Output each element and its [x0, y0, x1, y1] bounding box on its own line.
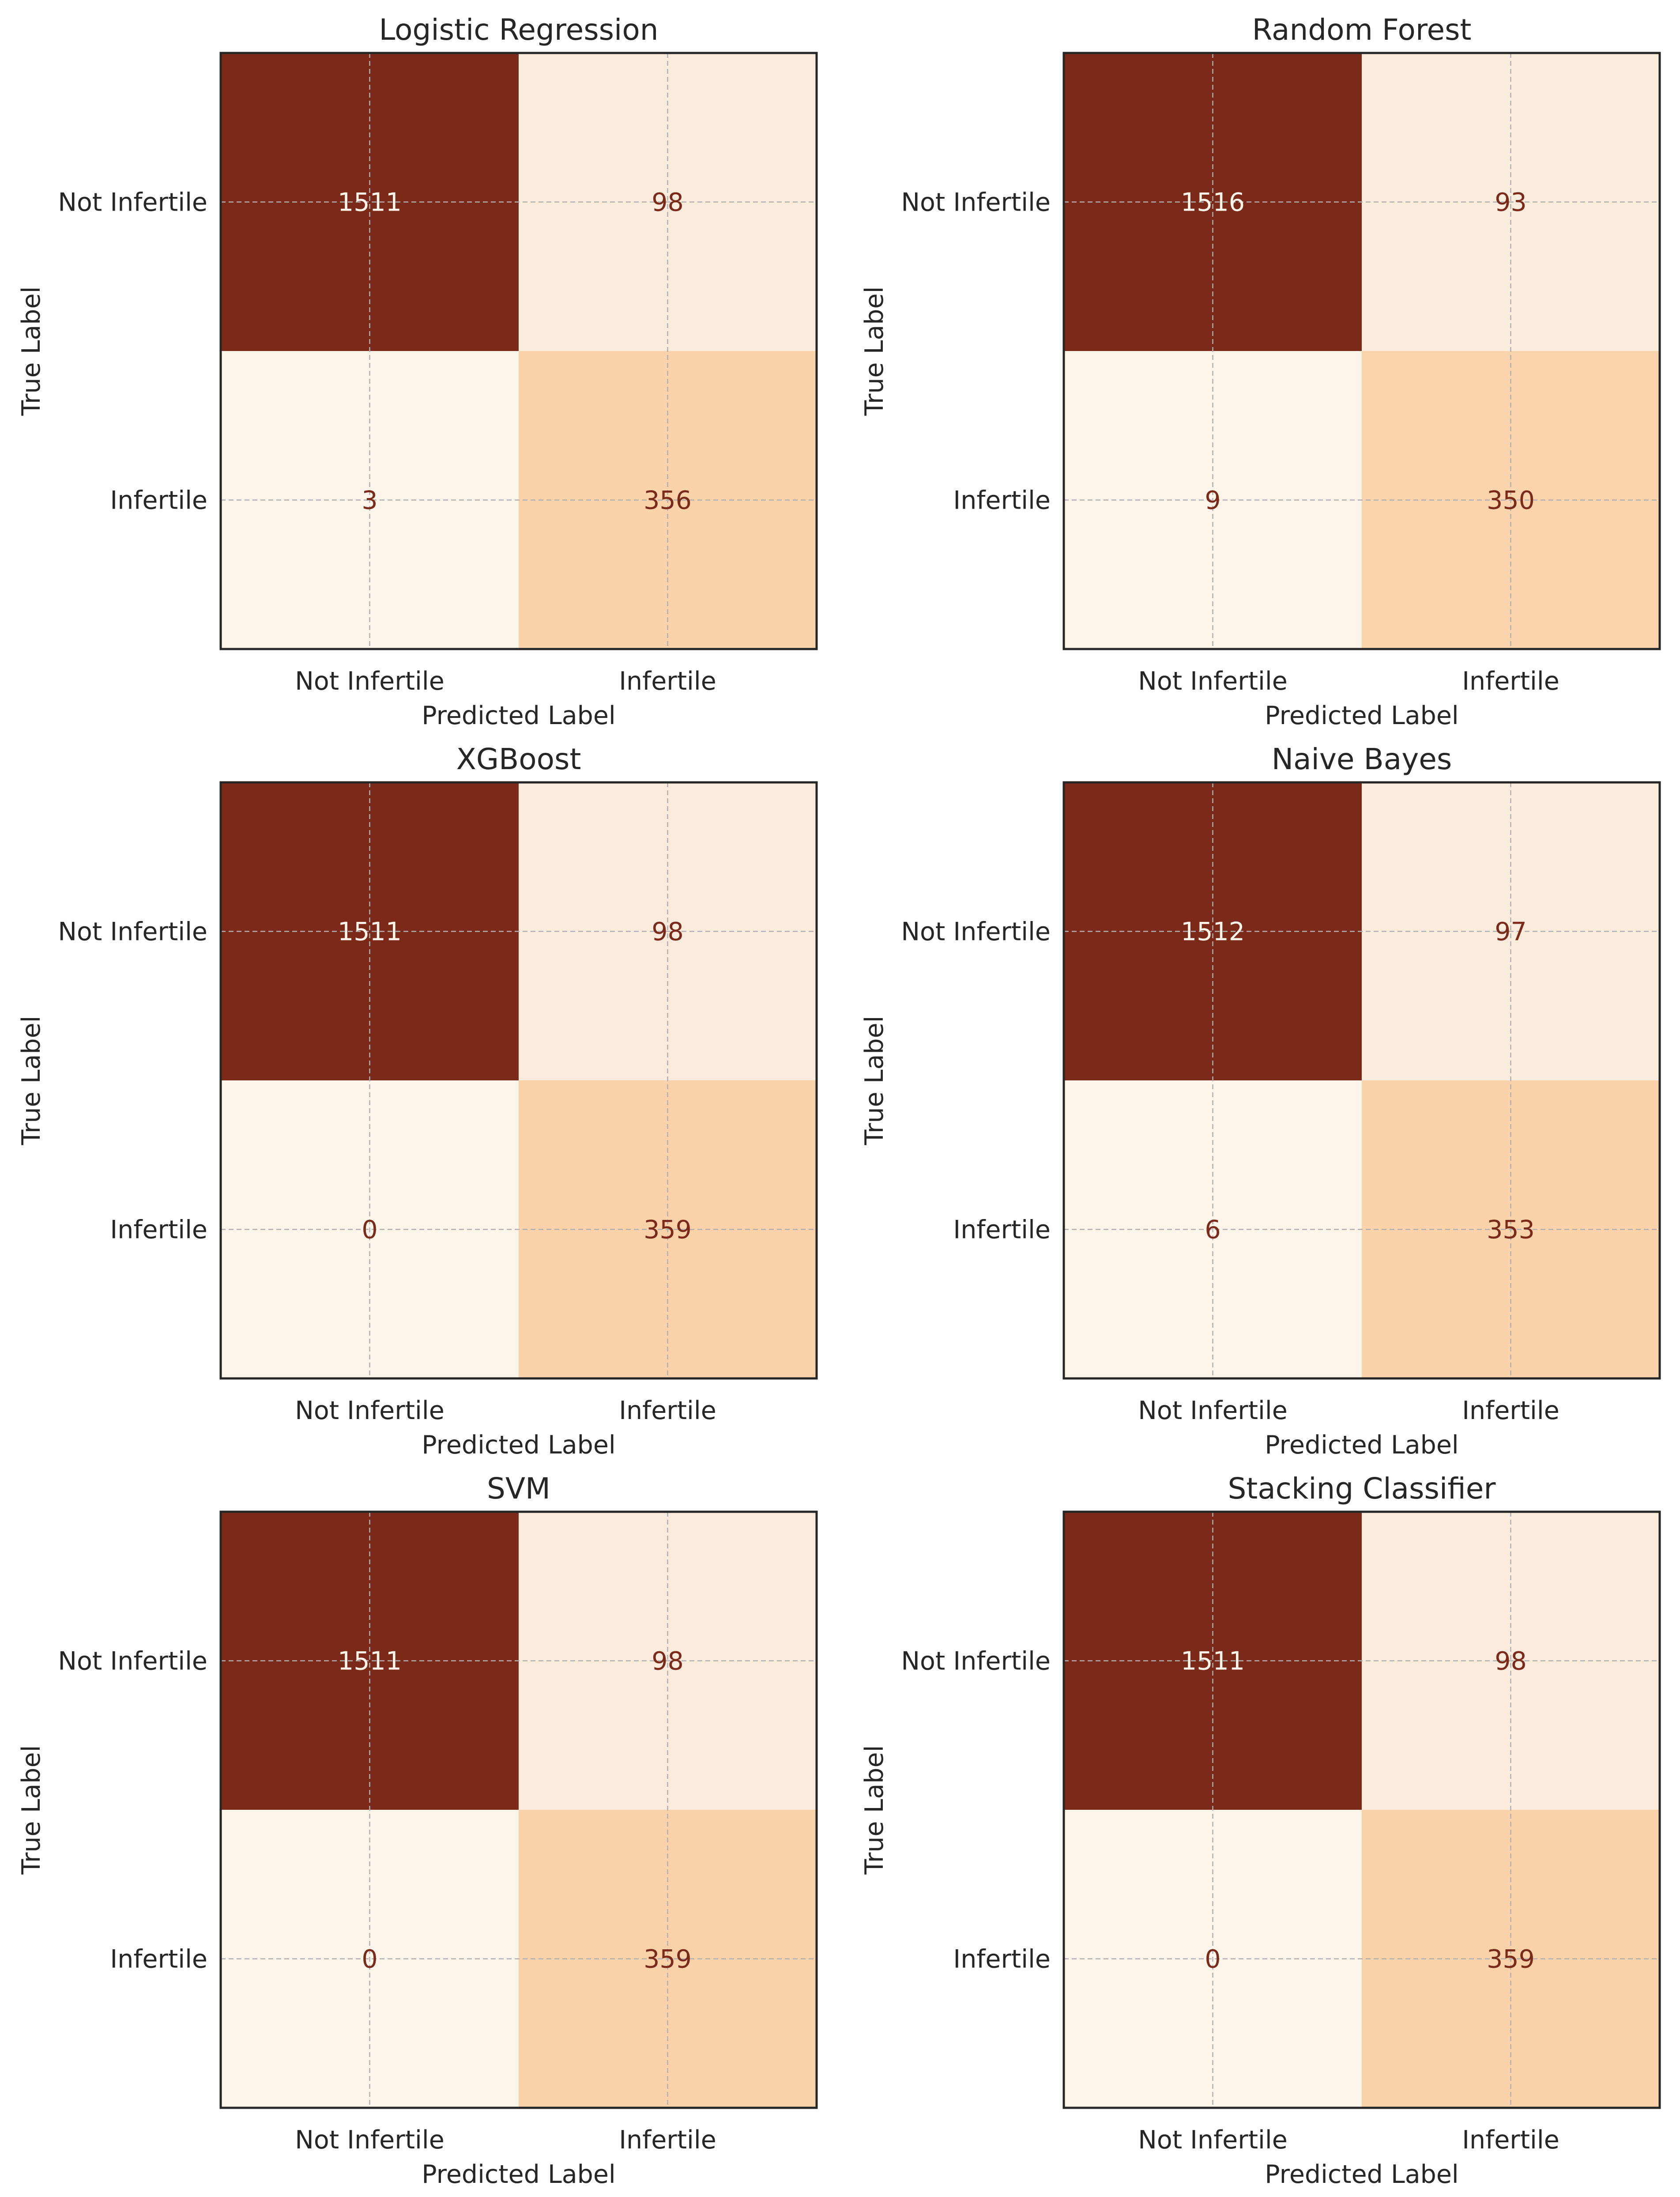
- cell-value-label: 97: [1495, 917, 1527, 947]
- x-tick-label: Infertile: [619, 1396, 716, 1425]
- x-axis-label: Predicted Label: [422, 2160, 615, 2189]
- cell-value-label: 0: [362, 1216, 377, 1245]
- x-tick-label: Not Infertile: [1138, 1396, 1288, 1425]
- y-tick-label: Infertile: [953, 486, 1051, 515]
- chart-title: Naive Bayes: [1272, 742, 1452, 776]
- y-tick-label: Not Infertile: [901, 917, 1051, 947]
- cell-value-label: 1516: [1181, 188, 1245, 217]
- chart-title: Random Forest: [1252, 13, 1472, 47]
- cell-value-label: 98: [652, 917, 684, 947]
- x-axis-label: Predicted Label: [1265, 1431, 1458, 1460]
- confusion-matrix-panel: 1512 97 6 353 Naive Bayes Not Infertile Infert…: [860, 742, 1661, 1460]
- cell-value-label: 98: [652, 1647, 684, 1676]
- cell-value-label: 1511: [338, 917, 402, 947]
- y-axis-label: True Label: [860, 1745, 889, 1875]
- plot-frame: [1062, 1510, 1661, 2109]
- cell-value-label: 359: [644, 1945, 692, 1974]
- y-tick-label: Not Infertile: [58, 188, 207, 217]
- x-axis-label: Predicted Label: [422, 1431, 615, 1460]
- x-tick-label: Not Infertile: [1138, 667, 1288, 696]
- y-tick-label: Infertile: [110, 486, 207, 515]
- plot-frame: [219, 52, 818, 650]
- chart-title: Logistic Regression: [379, 13, 658, 47]
- cell-value-label: 0: [362, 1945, 377, 1974]
- y-tick-label: Not Infertile: [58, 1647, 207, 1676]
- cell-value-label: 0: [1205, 1945, 1220, 1974]
- x-axis-label: Predicted Label: [422, 701, 615, 730]
- plot-frame: [219, 781, 818, 1380]
- cell-value-label: 93: [1495, 188, 1527, 217]
- cell-value-label: 6: [1205, 1216, 1220, 1245]
- y-axis-label: True Label: [17, 1016, 46, 1146]
- y-tick-label: Not Infertile: [901, 188, 1051, 217]
- chart-title: XGBoost: [456, 742, 581, 776]
- chart-title: Stacking Classifier: [1228, 1472, 1496, 1506]
- cell-value-label: 1511: [338, 188, 402, 217]
- x-tick-label: Infertile: [1462, 667, 1559, 696]
- y-axis-label: True Label: [17, 1745, 46, 1875]
- cell-value-label: 359: [1487, 1945, 1535, 1974]
- cell-value-label: 9: [1205, 486, 1220, 515]
- y-tick-label: Infertile: [953, 1216, 1051, 1245]
- cell-value-label: 98: [1495, 1647, 1527, 1676]
- plot-frame: [219, 1510, 818, 2109]
- x-tick-label: Infertile: [1462, 2125, 1559, 2155]
- x-tick-label: Not Infertile: [295, 1396, 444, 1425]
- cell-value-label: 350: [1487, 486, 1535, 515]
- confusion-matrix-panel: 1511 98 0 359 Stacking Classifier Not Inferti…: [860, 1472, 1661, 2189]
- cell-value-label: 1511: [338, 1647, 402, 1676]
- cell-value-label: 356: [644, 486, 692, 515]
- y-axis-label: True Label: [860, 287, 889, 416]
- plot-frame: [1062, 781, 1661, 1380]
- cell-value-label: 353: [1487, 1216, 1535, 1245]
- x-tick-label: Infertile: [619, 2125, 716, 2155]
- y-tick-label: Infertile: [110, 1216, 207, 1245]
- confusion-matrix-panel: 1516 93 9 350 Random Forest Not Infertile Infe…: [860, 13, 1661, 730]
- x-tick-label: Infertile: [1462, 1396, 1559, 1425]
- y-tick-label: Not Infertile: [58, 917, 207, 947]
- chart-title: SVM: [487, 1472, 550, 1506]
- y-tick-label: Infertile: [110, 1945, 207, 1974]
- x-tick-label: Not Infertile: [1138, 2125, 1288, 2155]
- plot-frame: [1062, 52, 1661, 650]
- x-axis-label: Predicted Label: [1265, 2160, 1458, 2189]
- cell-value-label: 98: [652, 188, 684, 217]
- x-axis-label: Predicted Label: [1265, 701, 1458, 730]
- x-tick-label: Not Infertile: [295, 2125, 444, 2155]
- confusion-matrix-panel: 1511 98 3 356 Logistic Regression Not Inferti…: [17, 13, 818, 730]
- cell-value-label: 359: [644, 1216, 692, 1245]
- y-axis-label: True Label: [17, 287, 46, 416]
- confusion-matrix-panel: 1511 98 0 359 XGBoost Not Infertile Infertile N…: [17, 742, 818, 1460]
- confusion-matrix-panel: 1511 98 0 359 SVM Not Infertile Infertile Not I…: [17, 1472, 818, 2189]
- cell-value-label: 1512: [1181, 917, 1245, 947]
- y-tick-label: Not Infertile: [901, 1647, 1051, 1676]
- y-axis-label: True Label: [860, 1016, 889, 1146]
- cell-value-label: 1511: [1181, 1647, 1245, 1676]
- cell-value-label: 3: [362, 486, 377, 515]
- y-tick-label: Infertile: [953, 1945, 1051, 1974]
- x-tick-label: Not Infertile: [295, 667, 444, 696]
- x-tick-label: Infertile: [619, 667, 716, 696]
